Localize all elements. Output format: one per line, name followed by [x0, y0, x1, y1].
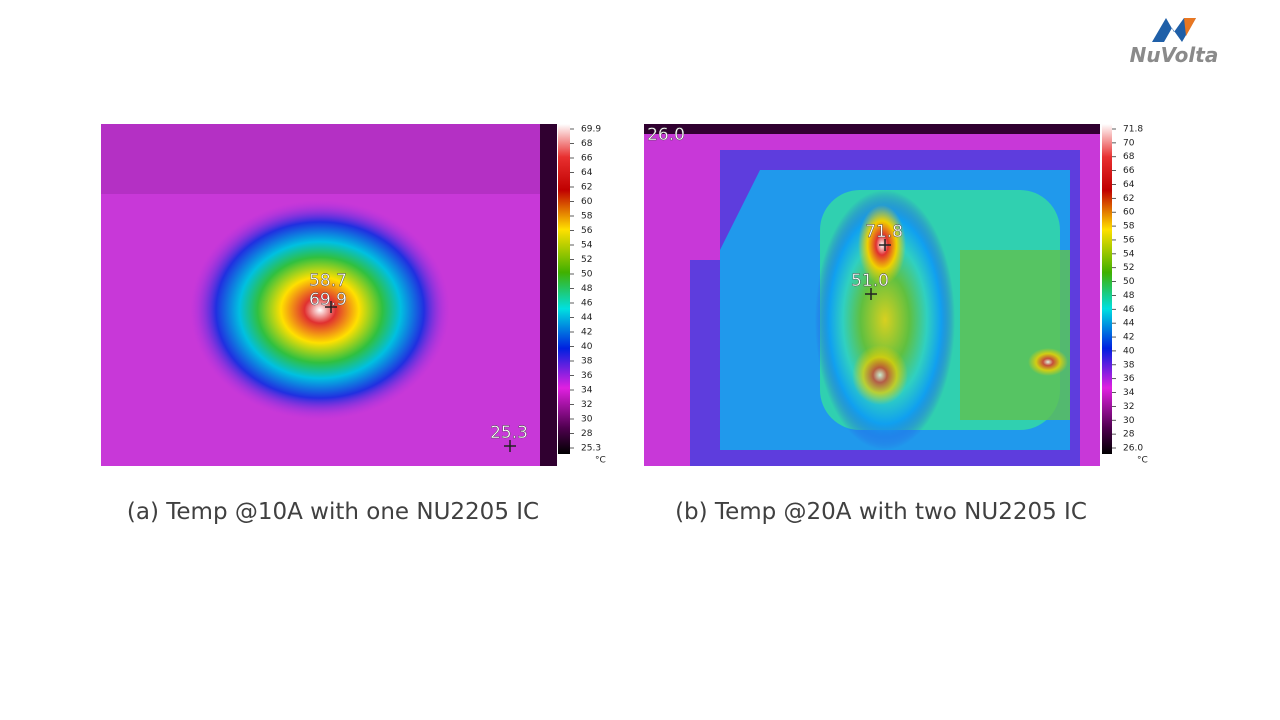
scale-label: 56 — [1123, 235, 1135, 245]
scale-label: 44 — [1123, 319, 1135, 329]
scale-label: 25.3 — [581, 444, 601, 454]
scale-label: 64 — [1123, 180, 1135, 190]
scale-label: 46 — [581, 299, 593, 309]
scale-label: 38 — [1123, 360, 1135, 370]
spot-temp: 71.8 — [865, 222, 903, 242]
scale-label: 60 — [1123, 208, 1135, 218]
scale-label: 54 — [1123, 249, 1135, 259]
scale-label: 40 — [581, 342, 593, 352]
spot-temp: 26.0 — [647, 125, 685, 145]
scale-label: 26.0 — [1123, 444, 1143, 454]
scale-label: 48 — [581, 284, 593, 294]
scale-unit: °C — [1137, 456, 1148, 466]
scale-label: 54 — [581, 241, 593, 251]
scale-label: 28 — [1123, 430, 1135, 440]
scale-label: 50 — [581, 270, 593, 280]
scale-label: 40 — [1123, 346, 1135, 356]
logo: NuVolta — [1130, 18, 1219, 67]
scale-label: 70 — [1123, 138, 1135, 148]
scale-label: 58 — [581, 212, 593, 222]
spot-temp: 25.3 — [490, 423, 528, 443]
scale-label: 62 — [581, 183, 592, 193]
scale-label: 60 — [581, 197, 593, 207]
scale-label: 44 — [581, 313, 593, 323]
scale-label: 50 — [1123, 277, 1135, 287]
scale-label: 36 — [1123, 374, 1135, 384]
scale-label: 36 — [581, 371, 593, 381]
scale-label: 66 — [1123, 166, 1135, 176]
logo-text: NuVolta — [1130, 43, 1219, 67]
scale-label: 68 — [1123, 152, 1135, 162]
scale-label: 66 — [581, 154, 593, 164]
scale-label: 42 — [581, 328, 592, 338]
scale-label: 68 — [581, 139, 593, 149]
scale-label: 30 — [581, 415, 593, 425]
thermal-image-b — [644, 124, 1112, 466]
scale-label: 56 — [581, 226, 593, 236]
scale-label: 64 — [581, 168, 593, 178]
scale-label: 28 — [581, 429, 593, 439]
thermal-image-a — [101, 124, 570, 466]
spot-temp: 58.7 — [309, 271, 347, 291]
scale-label: 48 — [1123, 291, 1135, 301]
scale-label: 62 — [1123, 194, 1134, 204]
scale-label: 38 — [581, 357, 593, 367]
scale-label: 58 — [1123, 222, 1135, 232]
scale-label: 52 — [1123, 263, 1134, 273]
scale-label: 52 — [581, 255, 592, 265]
scale-label: 42 — [1123, 333, 1134, 343]
scale-label: 30 — [1123, 416, 1135, 426]
scale-label: 71.8 — [1123, 125, 1143, 135]
caption: (a) Temp @10A with one NU2205 IC — [127, 499, 539, 525]
scale-label: 69.9 — [581, 125, 601, 135]
scale-label: 34 — [581, 386, 593, 396]
scale-unit: °C — [595, 456, 606, 466]
caption: (b) Temp @20A with two NU2205 IC — [675, 499, 1087, 525]
scale-label: 46 — [1123, 305, 1135, 315]
scale-label: 34 — [1123, 388, 1135, 398]
spot-temp: 69.9 — [309, 290, 347, 310]
spot-temp: 51.0 — [851, 271, 889, 291]
scale-label: 32 — [1123, 402, 1134, 412]
scale-label: 32 — [581, 400, 592, 410]
